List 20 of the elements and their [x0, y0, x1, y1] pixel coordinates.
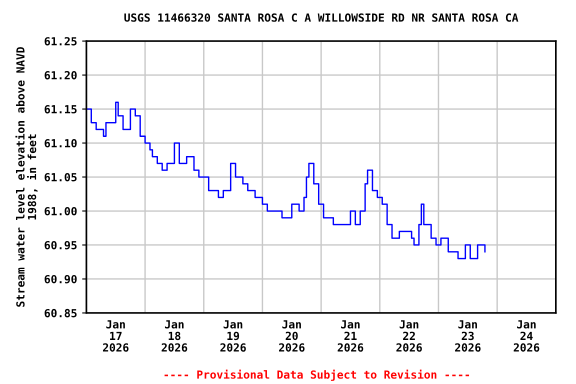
x-tick-label: Jan 18 2026	[162, 320, 188, 352]
y-tick-label: 60.85	[44, 308, 77, 318]
chart-title: USGS 11466320 SANTA ROSA C A WILLOWSIDE RD NR SANTA ROSA CA	[124, 13, 518, 22]
y-axis-title: Stream water level elevation above NAVD 1988, in feet	[15, 47, 38, 307]
x-tick-label: Jan 20 2026	[279, 320, 305, 352]
y-tick-label: 60.95	[44, 240, 77, 250]
y-tick-label: 61.00	[44, 206, 77, 216]
y-tick-label: 61.10	[44, 139, 77, 148]
x-tick-label: Jan 19 2026	[220, 320, 246, 352]
y-tick-label: 60.90	[44, 274, 77, 284]
y-tick-label: 61.20	[44, 71, 77, 80]
x-tick-label: Jan 21 2026	[338, 320, 364, 352]
x-tick-label: Jan 24 2026	[514, 320, 540, 352]
x-tick-label: Jan 17 2026	[102, 320, 129, 352]
y-tick-label: 61.25	[44, 37, 77, 46]
x-tick-label: Jan 23 2026	[455, 320, 481, 352]
x-tick-label: Jan 22 2026	[396, 320, 422, 352]
y-tick-label: 61.05	[44, 173, 77, 182]
text: ---- Provisional Data Subject to Revision ----	[164, 370, 470, 381]
y-tick-label: 61.15	[44, 105, 77, 114]
